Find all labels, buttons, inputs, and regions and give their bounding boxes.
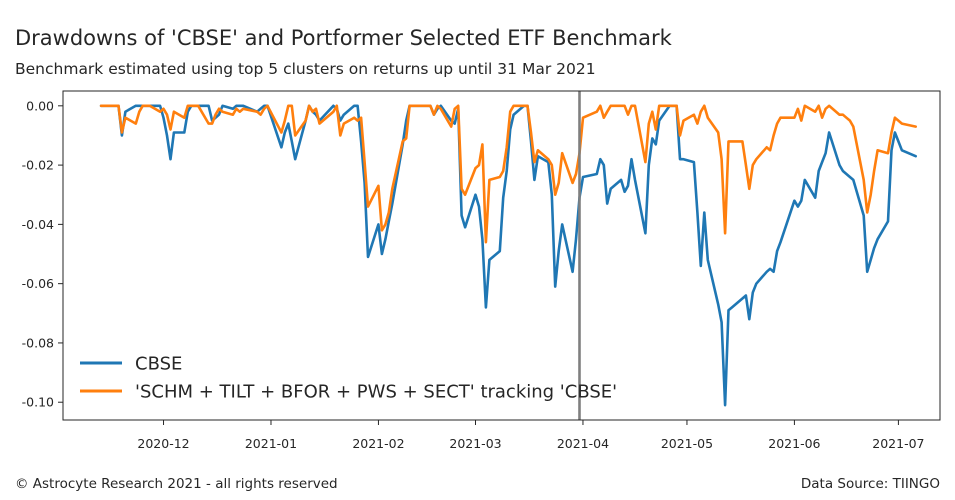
chart-title: Drawdowns of 'CBSE' and Portformer Selec… <box>15 26 672 50</box>
y-tick-label: -0.04 <box>22 217 54 232</box>
x-tick-label: 2021-07 <box>872 436 924 451</box>
x-tick-label: 2021-05 <box>661 436 713 451</box>
series-layer <box>99 104 918 407</box>
x-tick-label: 2021-01 <box>245 436 297 451</box>
y-tick-label: -0.08 <box>22 335 54 350</box>
data-source-note: Data Source: TIINGO <box>800 476 940 492</box>
legend-label: 'SCHM + TILT + BFOR + PWS + SECT' tracki… <box>135 382 617 403</box>
y-tick-label: -0.10 <box>22 395 54 410</box>
y-axis: 0.00 -0.02 -0.04 -0.06 -0.08 -0.10 <box>22 98 63 410</box>
chart-legend: CBSE 'SCHM + TILT + BFOR + PWS + SECT' tr… <box>80 354 617 403</box>
y-tick-label: 0.00 <box>26 98 54 113</box>
chart-subtitle: Benchmark estimated using top 5 clusters… <box>15 60 596 78</box>
x-axis: 2020-12 2021-01 2021-02 2021-03 2021-04 2021-… <box>137 420 925 451</box>
y-tick-label: -0.06 <box>22 276 54 291</box>
x-tick-label: 2021-02 <box>352 436 404 451</box>
x-tick-label: 2021-04 <box>557 436 609 451</box>
copyright-note: © Astrocyte Research 2021 - all rights r… <box>15 476 338 492</box>
legend-label: CBSE <box>135 354 182 375</box>
y-tick-label: -0.02 <box>22 158 54 173</box>
series-line-cbse <box>99 104 918 407</box>
x-tick-label: 2021-03 <box>449 436 501 451</box>
plot-area-frame <box>62 90 941 421</box>
x-tick-label: 2021-06 <box>768 436 820 451</box>
x-tick-label: 2020-12 <box>137 436 189 451</box>
series-line-etf-benchmark <box>99 104 918 244</box>
